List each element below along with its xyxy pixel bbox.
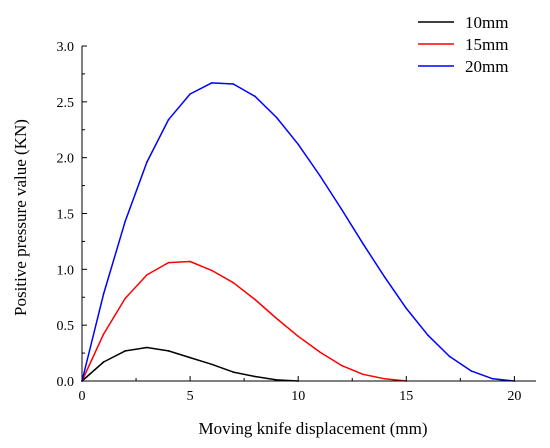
data-point-20mm — [254, 95, 256, 98]
y-tick-label: 2.5 — [57, 96, 75, 111]
y-axis-title: Positive pressure value (KN) — [11, 119, 30, 316]
data-point-15mm — [232, 281, 235, 284]
data-point-10mm — [146, 346, 148, 349]
y-tick-label: 0.5 — [57, 319, 75, 334]
data-point-20mm — [232, 83, 235, 85]
y-tick-label: 2.0 — [57, 152, 75, 167]
data-point-20mm — [492, 378, 494, 380]
data-point-20mm — [405, 307, 408, 310]
y-tick-label: 1.5 — [57, 208, 75, 223]
plot-series-group — [81, 82, 516, 382]
data-point-20mm — [383, 276, 386, 278]
legend-label-15mm: 15mm — [465, 35, 508, 54]
y-tick-label: 1.0 — [57, 263, 75, 278]
data-point-15mm — [275, 317, 278, 320]
x-tick-label: 10 — [291, 389, 305, 404]
data-point-15mm — [124, 297, 126, 300]
data-point-20mm — [189, 93, 191, 95]
x-tick-label: 0 — [79, 389, 86, 404]
data-point-15mm — [340, 364, 343, 367]
data-point-10mm — [189, 356, 191, 359]
data-point-15mm — [102, 333, 105, 335]
data-point-20mm — [470, 370, 472, 372]
data-point-10mm — [254, 375, 256, 378]
data-point-20mm — [319, 174, 321, 177]
data-point-20mm — [297, 143, 300, 146]
data-point-15mm — [254, 298, 256, 301]
data-point-20mm — [362, 242, 364, 245]
legend-label-20mm: 20mm — [465, 57, 508, 76]
series-line-15mm — [81, 260, 408, 382]
data-point-15mm — [362, 373, 364, 376]
x-axis-title: Moving knife displacement (mm) — [199, 419, 428, 438]
data-point-10mm — [167, 350, 170, 352]
x-tick-label: 5 — [187, 389, 194, 404]
data-point-15mm — [189, 260, 191, 263]
y-tick-label: 3.0 — [57, 40, 75, 55]
data-point-15mm — [319, 351, 321, 353]
data-point-15mm — [146, 274, 148, 276]
data-point-10mm — [102, 361, 105, 363]
x-tick-label: 20 — [507, 389, 521, 404]
data-point-10mm — [210, 363, 213, 366]
data-point-20mm — [210, 82, 213, 84]
legend: 10mm 15mm 20mm — [418, 13, 508, 76]
data-point-10mm — [124, 350, 126, 352]
data-point-20mm — [275, 116, 278, 119]
data-point-20mm — [124, 220, 126, 223]
data-point-20mm — [448, 355, 451, 358]
data-point-20mm — [146, 161, 148, 163]
data-point-15mm — [383, 378, 386, 380]
data-point-20mm — [340, 208, 343, 210]
data-point-20mm — [102, 293, 105, 295]
series-line-10mm — [81, 346, 299, 382]
x-tick-label: 15 — [399, 389, 413, 404]
data-point-20mm — [427, 334, 429, 337]
axes-group: 0 5 10 15 20 0.0 0.5 1.0 1.5 2.0 2.5 3.0 — [57, 40, 536, 404]
legend-label-10mm: 10mm — [465, 13, 508, 32]
data-point-20mm — [167, 118, 170, 121]
data-point-15mm — [167, 261, 170, 264]
y-tick-label: 0.0 — [57, 375, 75, 390]
data-point-15mm — [297, 335, 300, 338]
data-point-15mm — [210, 269, 213, 272]
data-point-10mm — [232, 371, 235, 373]
data-point-10mm — [275, 379, 278, 381]
